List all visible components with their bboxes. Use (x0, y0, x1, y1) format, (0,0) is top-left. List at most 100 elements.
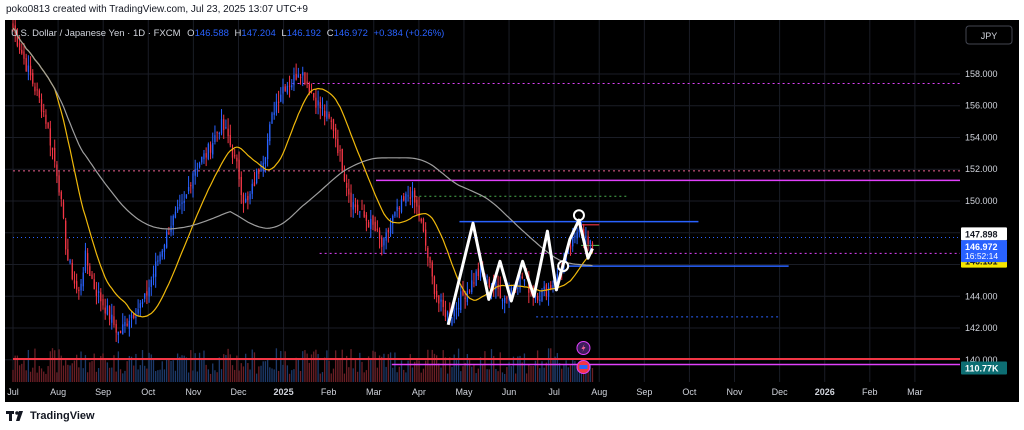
candle-body (453, 310, 455, 317)
candle-body (308, 84, 310, 93)
candle-body (49, 128, 51, 146)
volume-bar (130, 356, 133, 382)
currency-button[interactable]: JPY (965, 25, 1013, 45)
volume-bar (216, 372, 218, 382)
current-price-label: 146.972 (965, 242, 998, 252)
candle-body (71, 262, 73, 280)
x-tick-label: Feb (862, 387, 878, 397)
x-tick-label: Dec (230, 387, 247, 397)
volume-bar (238, 370, 240, 382)
volume-bar (473, 363, 475, 382)
volume-bar (468, 359, 471, 382)
price-axis-bg (960, 20, 1019, 402)
volume-bar (137, 369, 139, 382)
volume-bar (58, 349, 60, 382)
volume-bars (12, 348, 594, 382)
volume-bar (335, 350, 337, 382)
candle-body (464, 297, 466, 300)
volume-bar (185, 357, 188, 382)
candle-body (100, 292, 102, 302)
price-chart[interactable]: 158.000156.000154.000152.000150.000148.0… (5, 18, 1019, 402)
volume-bar (54, 350, 56, 382)
candle-body (468, 290, 471, 292)
volume-bar (374, 351, 376, 382)
volume-bar (187, 372, 190, 382)
candle-body (130, 314, 133, 318)
volume-bar (168, 358, 170, 382)
volume-bar (583, 370, 585, 382)
candle-body (214, 135, 216, 143)
candle-body (245, 198, 247, 203)
volume-bar (231, 365, 234, 382)
volume-bar (569, 365, 572, 382)
volume-bar (449, 357, 451, 382)
zigzag-pattern (446, 218, 594, 326)
volume-bar (36, 372, 38, 382)
volume-bar (525, 373, 528, 382)
volume-bar (405, 372, 407, 382)
candle-body (326, 111, 328, 119)
candle-body (431, 262, 433, 277)
volume-bar (528, 364, 530, 382)
volume-bar (332, 368, 335, 382)
volume-bar (282, 364, 284, 382)
candle-body (242, 194, 245, 204)
volume-bar (23, 360, 25, 382)
candle-body (422, 219, 425, 232)
volume-bar (47, 366, 49, 382)
volume-bar (378, 355, 381, 382)
volume-bar (277, 370, 280, 382)
candle-body (277, 101, 280, 103)
candle-body (411, 191, 414, 198)
candle-body (111, 314, 113, 323)
volume-bar (264, 361, 267, 382)
candle-body (89, 266, 91, 277)
volume-bar (295, 357, 297, 382)
volume-bar (93, 353, 95, 382)
volume-bar (499, 352, 501, 382)
volume-bar (543, 367, 545, 382)
x-tick-label: Dec (772, 387, 789, 397)
volume-bar (299, 370, 302, 382)
volume-bar (198, 352, 201, 382)
volume-bar (504, 373, 506, 382)
volume-bar (510, 366, 512, 382)
candle-body (104, 307, 106, 314)
volume-bar (113, 355, 115, 382)
candle-body (361, 208, 363, 210)
volume-tag-bg (961, 361, 1007, 375)
time-axis[interactable]: Jul Aug Sep Oct Nov Dec 2025 Feb Mar Apr May Jun Jul… (7, 387, 922, 397)
candle-body (113, 316, 115, 325)
candle-body (126, 323, 128, 326)
y-tick-label: 140.000 (965, 355, 998, 365)
volume-bar (321, 372, 324, 382)
candle-body (501, 300, 504, 302)
candle-body (203, 153, 205, 160)
volume-bar (163, 369, 166, 382)
volume-bar (269, 367, 271, 382)
volume-bar (392, 367, 394, 382)
candle-body (517, 287, 519, 289)
volume-bar (196, 371, 199, 382)
candle-body (521, 276, 523, 279)
x-tick-label: Feb (321, 387, 337, 397)
flash-glyph-icon (581, 344, 586, 352)
volume-bar (440, 367, 442, 382)
candle-body (523, 279, 526, 282)
candle-body (435, 291, 438, 298)
volume-bar (475, 373, 477, 382)
candle-body (247, 195, 249, 201)
volume-bar (477, 368, 479, 382)
x-tick-label: Nov (185, 387, 202, 397)
x-tick-label: Aug (50, 387, 66, 397)
volume-bar (319, 373, 321, 382)
currency-button-label[interactable]: JPY (981, 31, 998, 41)
volume-bar (354, 359, 357, 382)
candle-body (572, 238, 574, 247)
volume-bar (157, 370, 159, 382)
volume-bar (302, 351, 304, 382)
volume-bar (381, 356, 383, 382)
chart-area[interactable]: 158.000156.000154.000152.000150.000148.0… (5, 18, 1019, 402)
candle-body (196, 168, 199, 170)
currency-button-frame[interactable] (965, 25, 1013, 45)
